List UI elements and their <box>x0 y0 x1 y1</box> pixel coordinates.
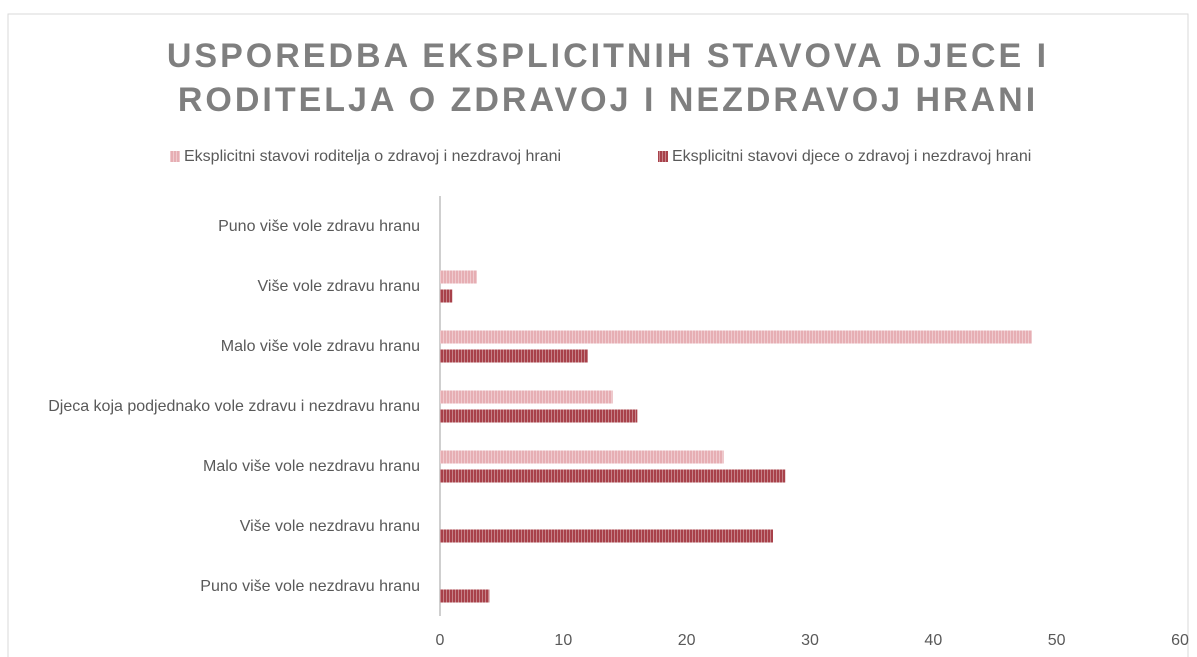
bar <box>440 349 588 363</box>
x-tick-label: 50 <box>1048 632 1066 649</box>
bar <box>440 289 453 303</box>
y-tick-label: Malo više vole zdravu hranu <box>221 338 420 355</box>
x-tick-label: 60 <box>1171 632 1189 649</box>
bar <box>440 390 613 404</box>
legend-label: Eksplicitni stavovi djece o zdravoj i ne… <box>672 148 1031 165</box>
bar <box>440 330 1032 344</box>
legend-swatch <box>658 151 668 162</box>
legend-label: Eksplicitni stavovi roditelja o zdravoj … <box>184 148 561 165</box>
x-tick-label: 10 <box>554 632 572 649</box>
bar <box>440 529 773 543</box>
x-tick-label: 30 <box>801 632 819 649</box>
x-tick-label: 20 <box>678 632 696 649</box>
chart-title: RODITELJA O ZDRAVOJ I NEZDRAVOJ HRANI <box>178 81 1038 119</box>
y-tick-label: Djeca koja podjednako vole zdravu i nezd… <box>48 398 420 415</box>
bar <box>440 450 724 464</box>
bar <box>440 469 786 483</box>
chart-frame <box>7 13 1189 657</box>
legend-swatch <box>170 151 180 162</box>
x-tick-label: 40 <box>924 632 942 649</box>
y-tick-label: Puno više vole zdravu hranu <box>218 218 420 235</box>
bar <box>440 589 490 603</box>
bar <box>440 270 477 284</box>
y-tick-label: Malo više vole nezdravu hranu <box>203 458 420 475</box>
y-tick-label: Više vole zdravu hranu <box>258 278 420 295</box>
bar <box>440 409 638 423</box>
chart-title: USPOREDBA EKSPLICITNIH STAVOVA DJECE I <box>167 37 1049 75</box>
y-tick-label: Puno više vole nezdravu hranu <box>200 578 420 595</box>
x-tick-label: 0 <box>436 632 445 649</box>
y-tick-label: Više vole nezdravu hranu <box>240 518 420 535</box>
